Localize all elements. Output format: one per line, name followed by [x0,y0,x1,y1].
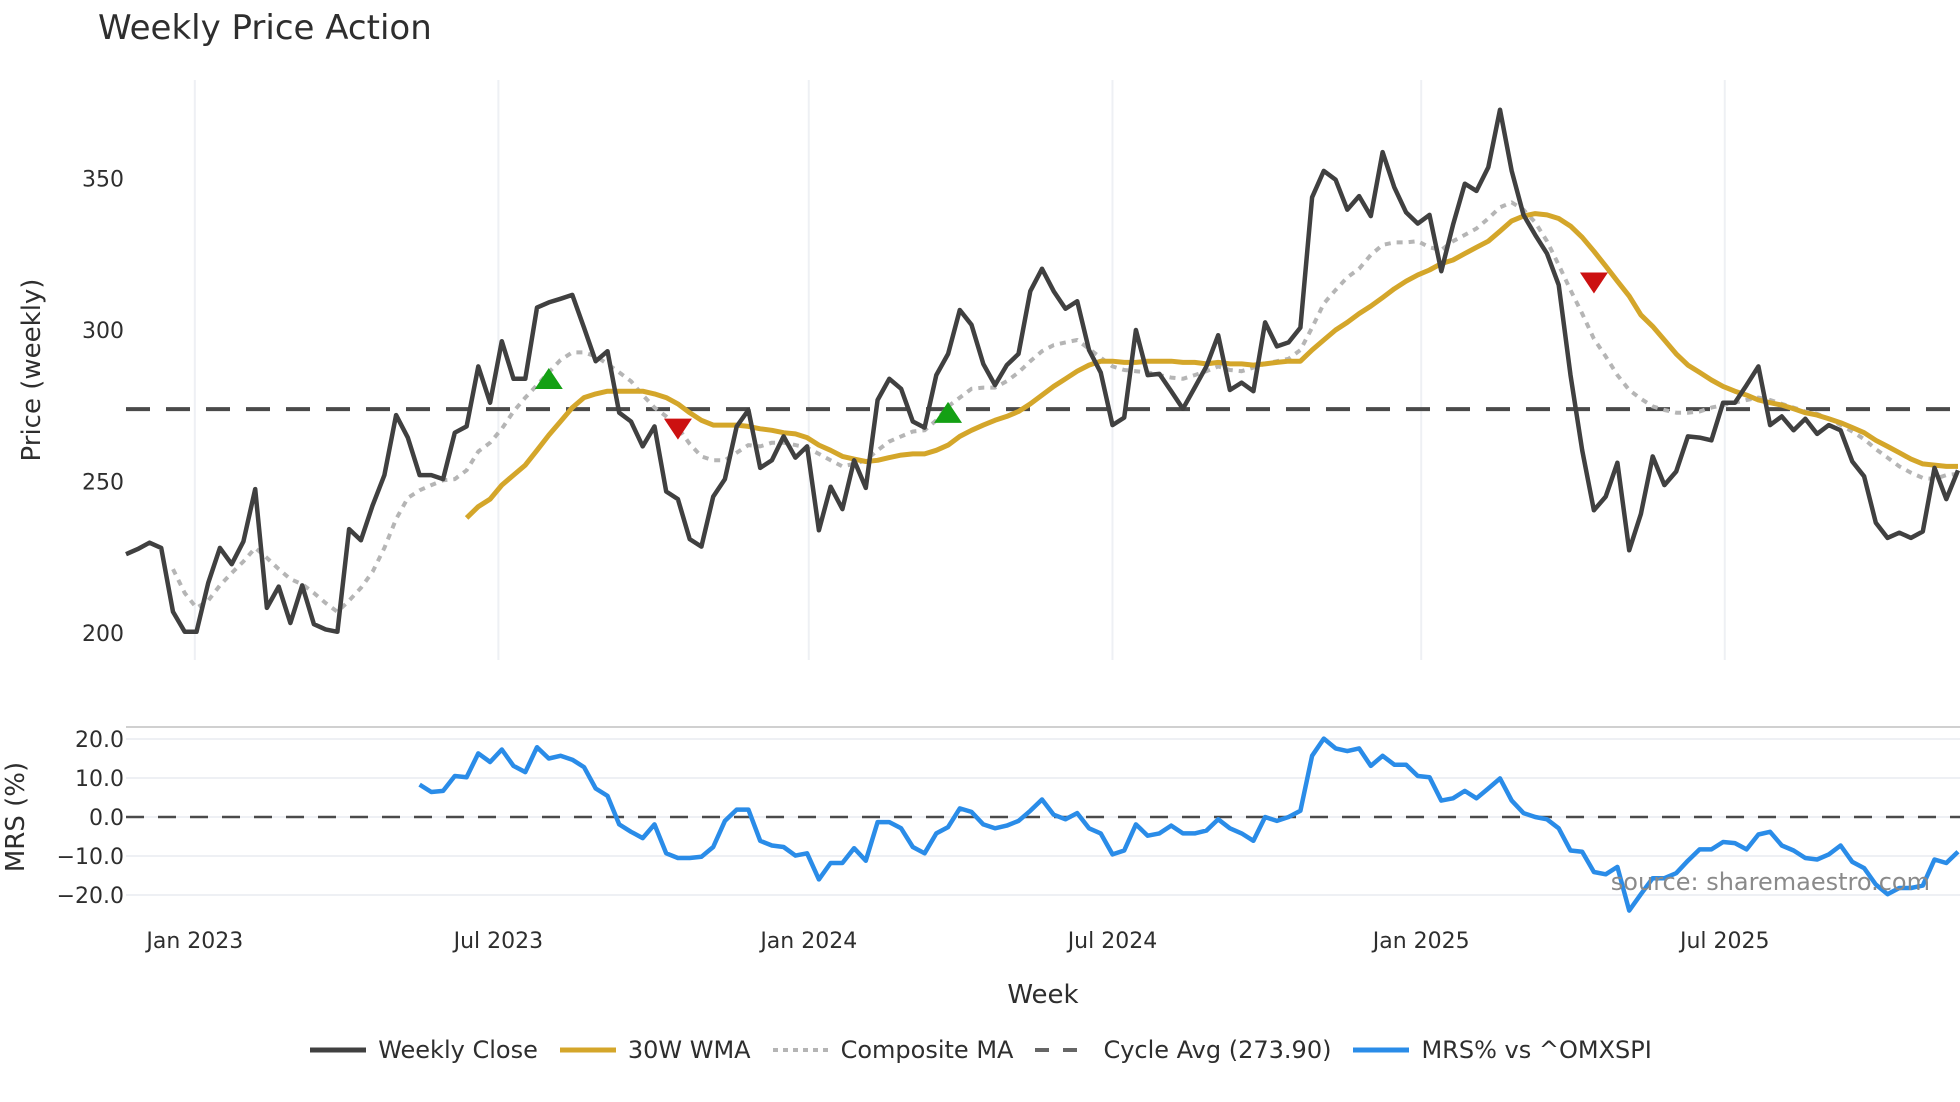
x-tick-label: Jul 2025 [1678,929,1770,954]
buy-signal-up-triangle-icon [534,367,563,389]
legend-label: Cycle Avg (273.90) [1103,1036,1332,1064]
legend-item-cycle[interactable]: Cycle Avg (273.90) [1033,1036,1331,1064]
legend-item-close[interactable]: Weekly Close [308,1036,538,1064]
mrs-gridlines [126,726,1960,896]
legend: Weekly Close 30W WMA Composite MA Cycle Avg… [0,1036,1960,1064]
legend-item-mrs[interactable]: MRS% vs ^OMXSPI [1351,1036,1652,1064]
x-tick-label: Jan 2024 [758,929,857,954]
signal-markers [534,272,1608,440]
mrs-y-tick-label: 20.0 [75,728,124,753]
mrs-y-axis-ticks: 20.0 10.0 0.0 −10.0 −20.0 [57,728,124,909]
price-y-axis-label: Price (weekly) [17,279,47,462]
close-swatch-icon [308,1045,368,1055]
composite-swatch-icon [771,1045,831,1055]
price-y-tick-label: 250 [82,471,124,496]
mrs-y-tick-label: 0.0 [89,806,124,831]
price-y-tick-label: 350 [82,168,124,193]
legend-label: 30W WMA [627,1036,751,1064]
mrs-y-tick-label: 10.0 [75,767,124,792]
x-tick-label: Jan 2025 [1371,929,1470,954]
x-tick-label: Jul 2024 [1066,929,1158,954]
mrs-line [418,736,1960,913]
composite-ma-line [171,200,1959,614]
sell-signal-down-triangle-icon [663,418,692,440]
x-axis-ticks: Jan 2023 Jul 2023 Jan 2024 Jul 2024 Jan 2025… [144,929,1769,954]
mrs-y-axis-label: MRS (%) [1,762,31,872]
mrs-swatch-icon [1351,1045,1411,1055]
x-tick-label: Jan 2023 [144,929,243,954]
wma-swatch-icon [558,1045,618,1055]
price-y-tick-label: 300 [82,319,124,344]
legend-item-composite[interactable]: Composite MA [771,1036,1014,1064]
legend-item-wma[interactable]: 30W WMA [558,1036,751,1064]
mrs-y-tick-label: −10.0 [57,845,124,870]
legend-label: Weekly Close [378,1036,538,1064]
x-axis-label: Week [1007,980,1078,1010]
mrs-y-tick-label: −20.0 [57,884,124,909]
price-gridlines [193,80,1726,660]
price-y-axis-ticks: 200 250 300 350 [82,168,124,648]
buy-signal-up-triangle-icon [934,401,963,423]
sell-signal-down-triangle-icon [1579,272,1608,294]
weekly-close-line [125,107,1960,635]
wma-30w-line [464,211,1958,520]
chart-title: Weekly Price Action [98,8,432,48]
legend-label: MRS% vs ^OMXSPI [1421,1036,1652,1064]
x-tick-label: Jul 2023 [452,929,544,954]
legend-label: Composite MA [840,1036,1014,1064]
source-annotation: source: sharemaestro.com [1611,868,1930,896]
price-y-tick-label: 200 [82,622,124,647]
chart-canvas: 200 250 300 350 20.0 10.0 0.0 −10.0 −20.0 Jan 2… [1,80,1960,1010]
cycle-swatch-icon [1033,1045,1093,1055]
